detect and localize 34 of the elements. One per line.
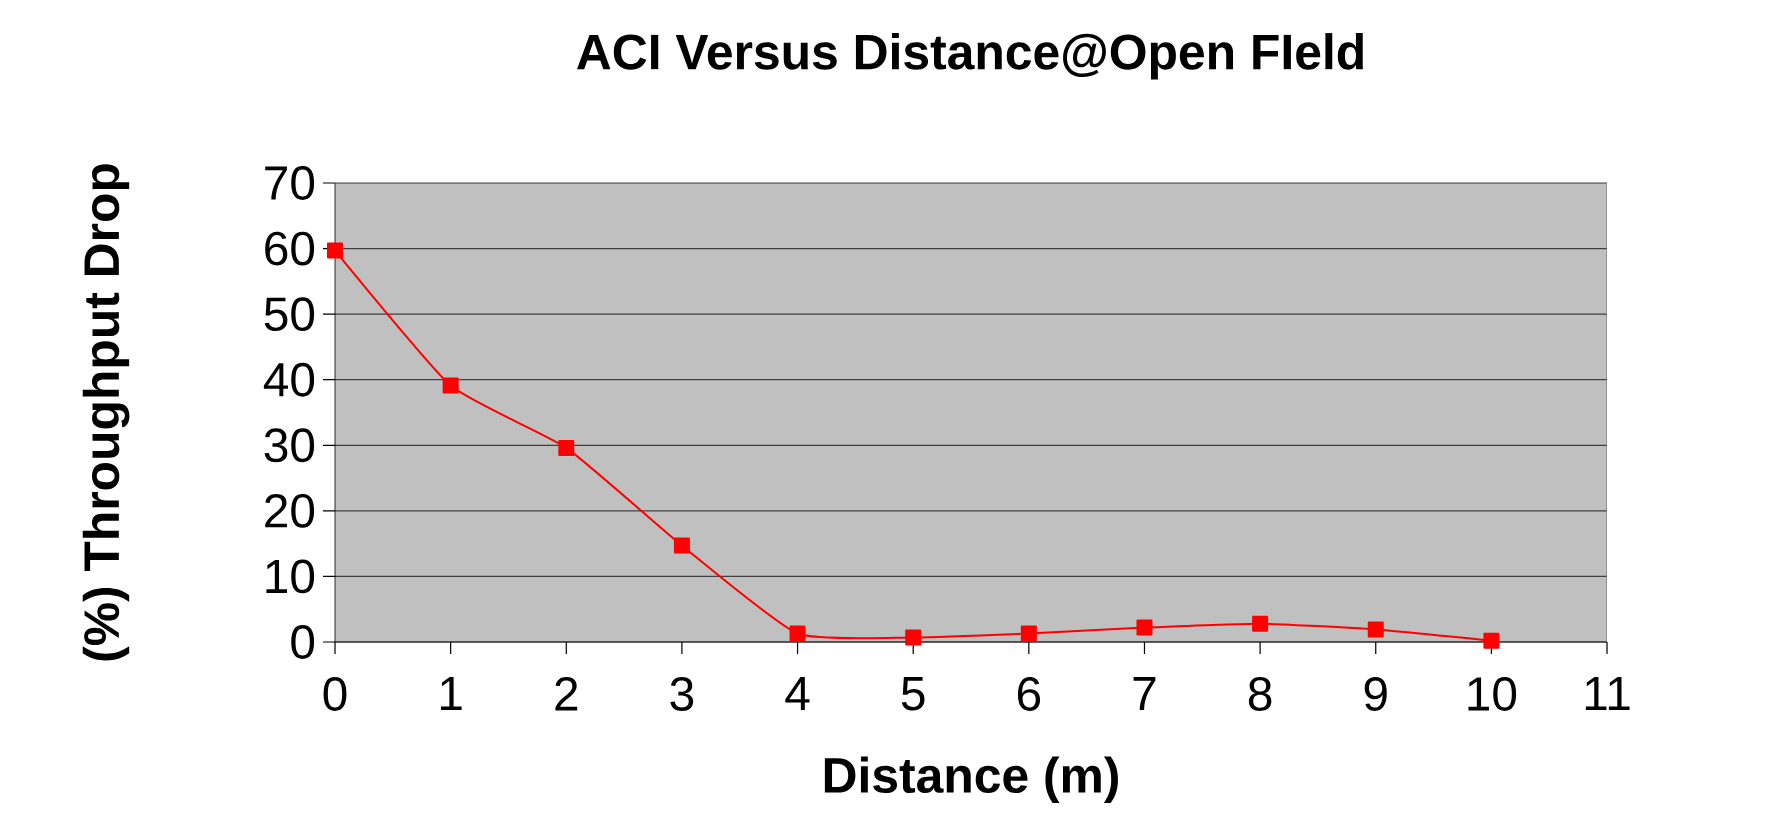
y-tick-label: 60	[265, 231, 315, 266]
y-tick-label: 70	[265, 166, 315, 200]
x-tick-label: 10	[1468, 677, 1517, 711]
y-tick-label: 40	[263, 362, 315, 397]
point	[789, 625, 806, 642]
point	[558, 439, 575, 456]
y-tick-label: 10	[266, 559, 315, 594]
x-tick-label: 3	[670, 677, 694, 711]
point	[673, 537, 690, 554]
chart-title: ACI Versus Distance@Open FIeld	[577, 33, 1363, 80]
y-axis-title: (%) Throughput Drop	[82, 164, 130, 661]
point	[1367, 621, 1384, 638]
x-tick-label: 8	[1248, 677, 1272, 711]
point	[1020, 625, 1037, 642]
y-tick-label: 20	[265, 493, 315, 528]
x-tick-label: 6	[1017, 677, 1041, 711]
y-tick-label: 0	[291, 625, 315, 659]
point	[1252, 615, 1269, 632]
x-tick-label: 0	[323, 677, 347, 711]
x-tick-label: 11	[1585, 677, 1630, 710]
x-tick-label: 5	[901, 677, 925, 711]
point	[442, 377, 459, 394]
x-tick-label: 2	[555, 677, 578, 711]
y-tick-label: 50	[264, 297, 315, 332]
y-tick-label: 30	[264, 428, 315, 463]
x-tick-label: 1	[441, 677, 462, 710]
x-tick-label: 7	[1133, 677, 1156, 710]
x-tick-label: 9	[1364, 677, 1387, 711]
point	[327, 242, 344, 259]
point	[1483, 632, 1500, 649]
point	[905, 629, 922, 646]
point	[1136, 619, 1153, 636]
x-axis-title: Distance (m)	[824, 756, 1118, 803]
x-tick-label: 4	[785, 677, 810, 710]
